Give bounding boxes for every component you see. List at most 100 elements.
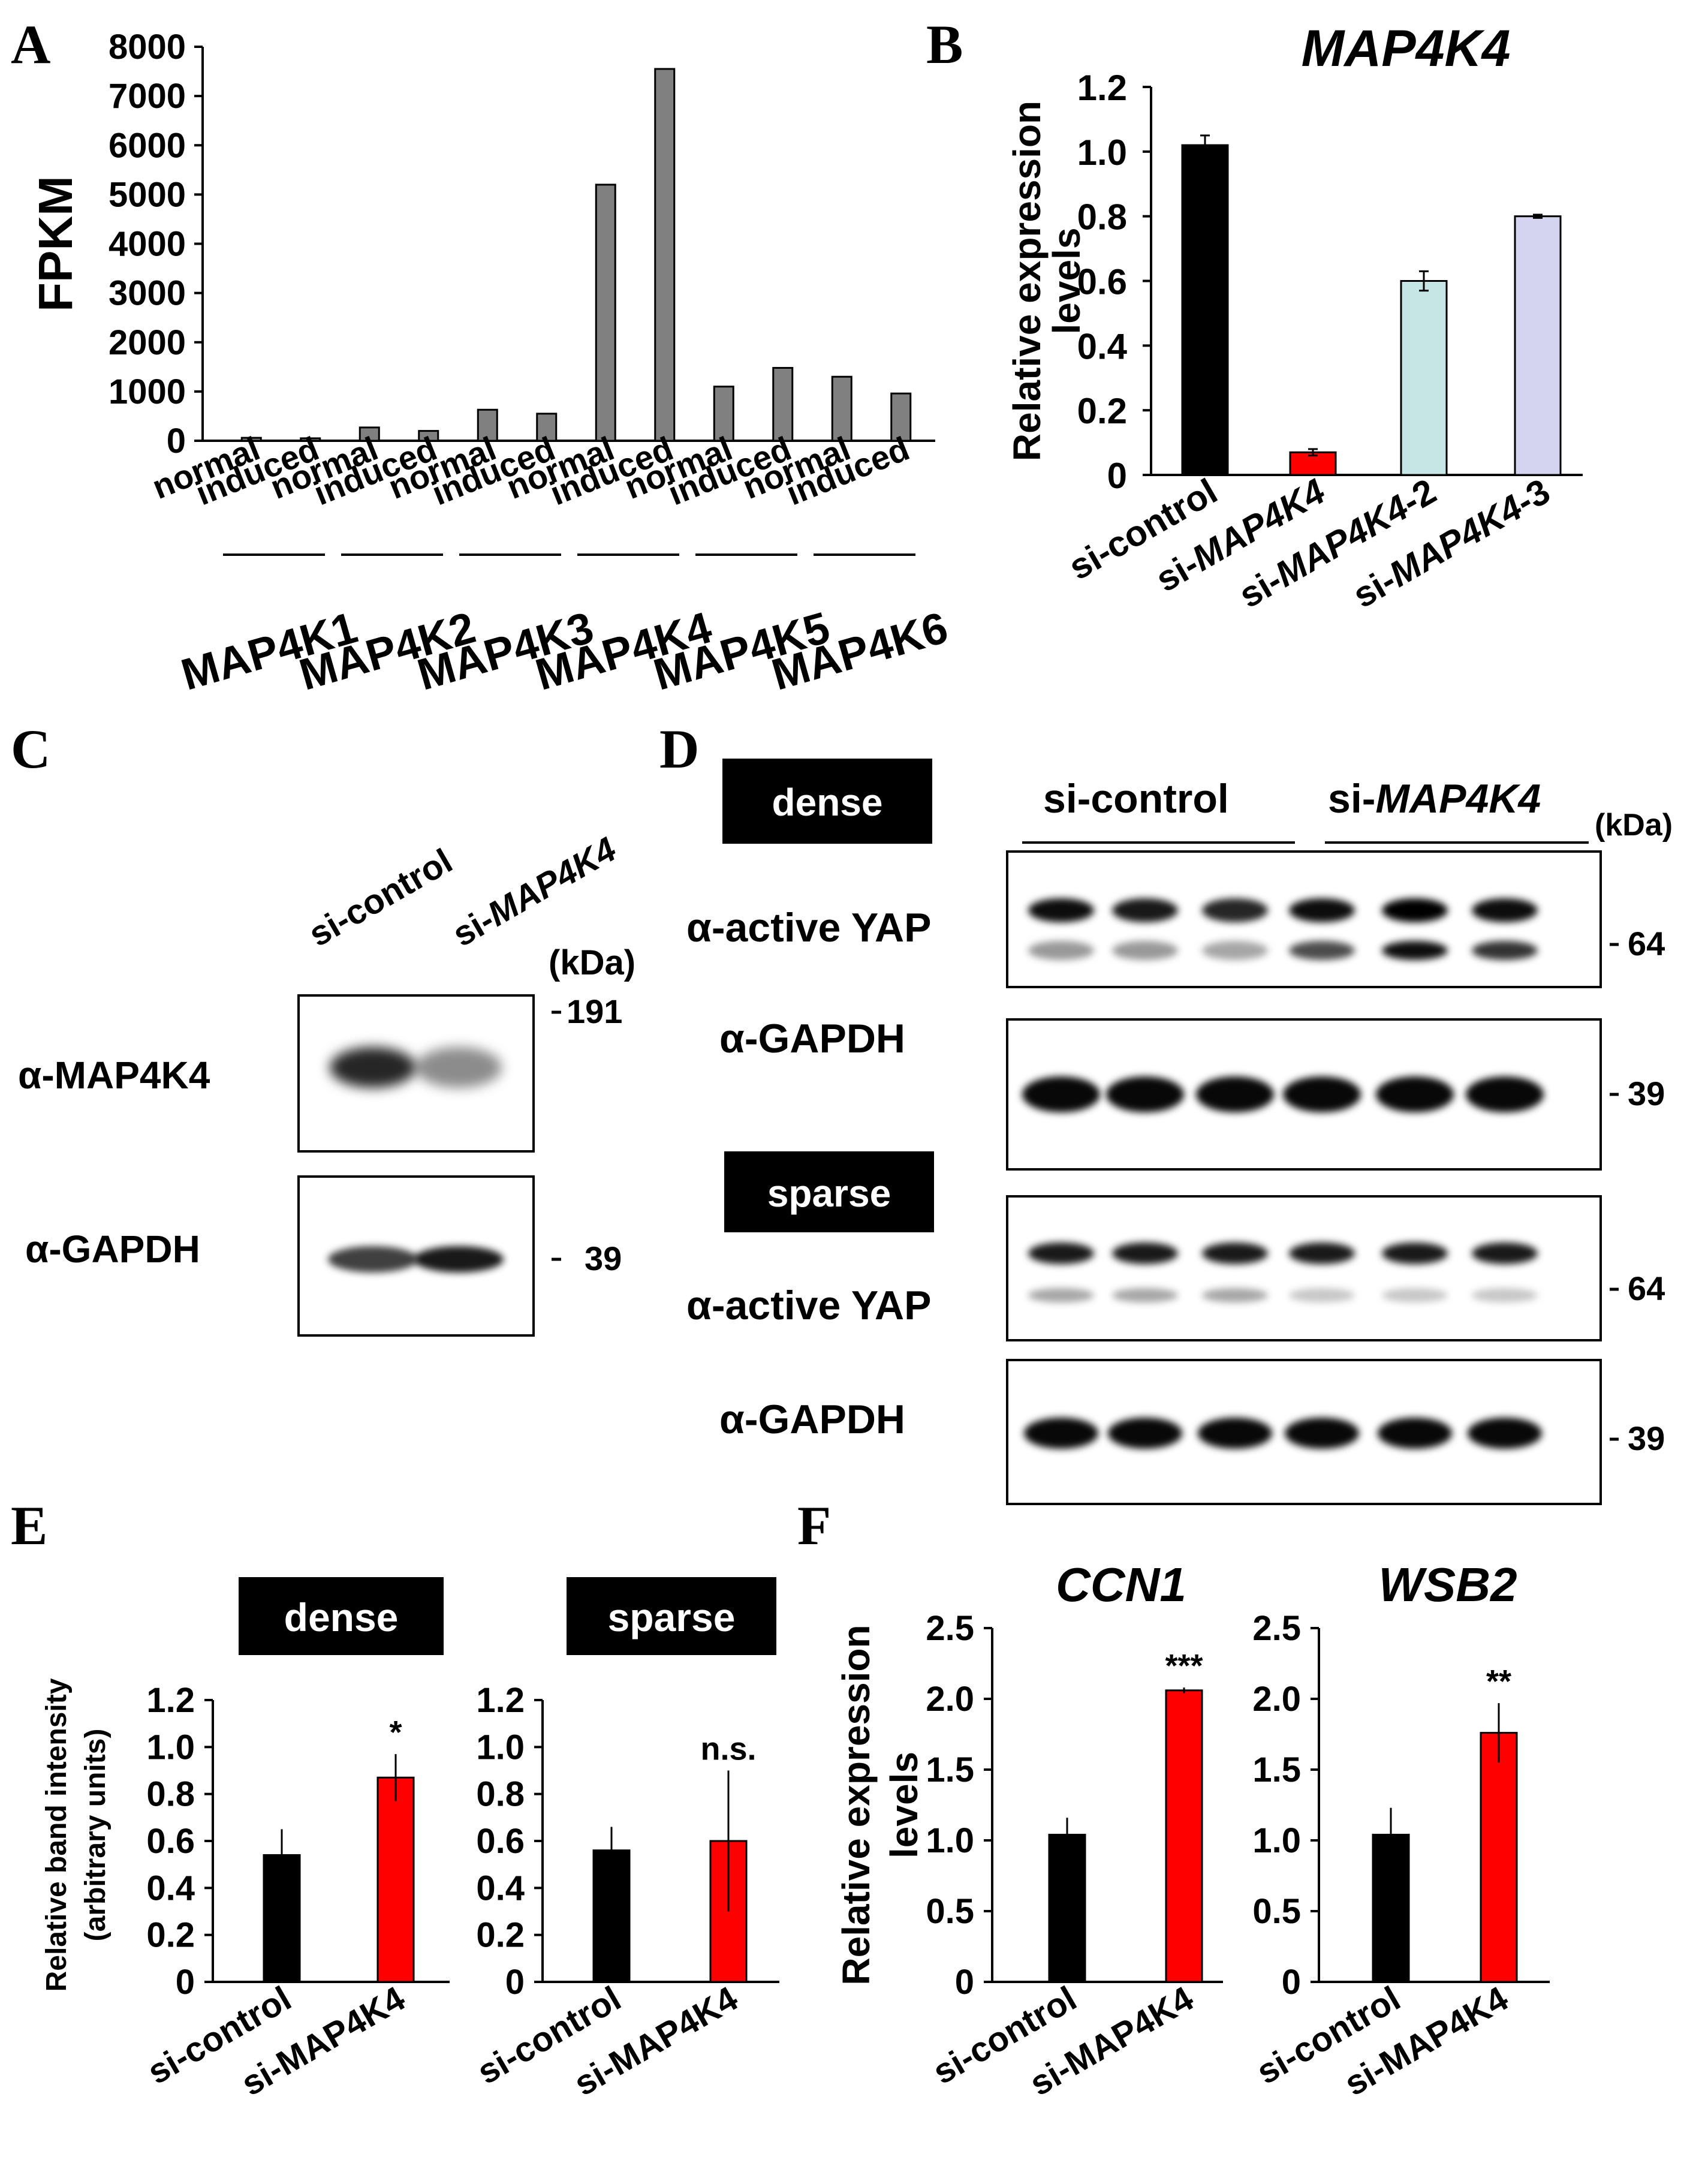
f-ccn1-y-tick-label: 0.5: [926, 1892, 974, 1931]
e-dense-y-tick-label: 0.4: [146, 1869, 195, 1908]
e-dense-y-tick-label: 0.2: [146, 1916, 195, 1955]
panel-label-e: E: [11, 1495, 47, 1556]
a-bar: [536, 413, 558, 442]
e-dense-bar: [376, 1776, 415, 1983]
blot-d-row-label-yap-dense: α-active YAP: [686, 905, 932, 950]
a-bar: [477, 408, 498, 442]
blot-d-band: [1024, 1418, 1098, 1449]
e-sparse-y-tick-label: 0.2: [476, 1916, 525, 1955]
blot-d-band: [1106, 1076, 1184, 1112]
badge-sparse-d: [724, 1151, 934, 1232]
b-x-tick-label: si-MAP4K4-3: [1346, 471, 1556, 615]
badge-sparse-e-text: sparse: [608, 1595, 736, 1639]
f-wsb2-y-tick-label: 0: [1282, 1963, 1301, 2002]
a-y-tick-label: 7000: [109, 77, 186, 116]
e-dense-y-tick-label: 0.6: [146, 1822, 195, 1861]
blot-d-band: [1028, 1243, 1094, 1264]
blot-d-band: [1202, 941, 1268, 960]
blot-c-lane-label-control: si-control: [302, 841, 459, 954]
a-bar: [831, 375, 853, 442]
f-wsb2-y-tick-label: 0.5: [1252, 1892, 1301, 1931]
e-sparse-y-tick-label: 1.2: [476, 1681, 525, 1720]
blot-d-band: [1028, 898, 1094, 922]
blot-c: si-control si-MAP4K4 (kDa) α-MAP4K4 α-GA…: [18, 829, 635, 1337]
b-y-tick-label: 0.6: [1077, 262, 1127, 302]
a-y-tick-label: 4000: [109, 225, 186, 264]
blot-c-row-label-map4k4: α-MAP4K4: [18, 1054, 210, 1097]
e-dense-significance: *: [389, 1714, 402, 1750]
f-ccn1-y-tick-label: 2.0: [926, 1680, 974, 1719]
blot-d-band: [1028, 941, 1094, 960]
panel-label-c: C: [11, 718, 50, 780]
badge-dense-d-text: dense: [772, 781, 883, 824]
b-y-tick-label: 0.8: [1077, 197, 1127, 237]
e-sparse-y-tick-label: 0: [505, 1963, 525, 2002]
blot-d-band: [1382, 898, 1448, 922]
blot-d-band: [1112, 1243, 1178, 1264]
a-y-tick-label: 3000: [109, 274, 186, 313]
blot-d-band: [1198, 1418, 1272, 1449]
blot-d-band: [1289, 898, 1355, 922]
a-bar: [595, 183, 616, 442]
badge-sparse-e: [567, 1577, 776, 1655]
blot-c-band: [330, 1047, 416, 1088]
blot-d-band: [1285, 1418, 1359, 1449]
f-wsb2-y-tick-label: 2.5: [1252, 1609, 1301, 1648]
blot-d-band: [1289, 1288, 1355, 1302]
blot-d-marker-39-sparse: 39: [1628, 1419, 1665, 1457]
a-bar: [654, 68, 676, 442]
a-bar: [713, 386, 734, 442]
blot-d-marker-39-dense: 39: [1628, 1075, 1665, 1112]
a-bar: [772, 366, 794, 442]
blot-d-band: [1472, 1243, 1538, 1264]
blot-d-band: [1112, 941, 1178, 960]
f-wsb2-y-tick-label: 1.0: [1252, 1821, 1301, 1860]
f-y-axis-label: Relative expression: [835, 1624, 878, 1985]
e-dense-y-tick-label: 1.2: [146, 1681, 195, 1720]
a-y-axis-label: FPKM: [29, 176, 82, 312]
blot-c-band: [328, 1246, 418, 1272]
panel-label-b: B: [926, 14, 963, 75]
blot-d-band: [1472, 941, 1538, 960]
f-wsb2-y-tick-label: 1.5: [1252, 1750, 1301, 1789]
blot-d-band: [1382, 941, 1448, 960]
blot-c-band: [414, 1246, 504, 1272]
e-sparse-y-tick-label: 1.0: [476, 1728, 525, 1767]
b-bar: [1514, 215, 1562, 476]
b-bar: [1400, 280, 1448, 476]
blot-d-band: [1382, 1243, 1448, 1264]
blot-d-band: [1289, 941, 1355, 960]
chart-a: 010002000300040005000600070008000FPKMnor…: [29, 28, 953, 700]
blot-d-membrane-yap-sparse: [1006, 1195, 1602, 1341]
blot-c-marker-39: 39: [585, 1240, 622, 1277]
e-y-axis-label-2: (arbitrary units): [80, 1729, 112, 1942]
blot-d-band: [1472, 898, 1538, 922]
chart-f: CCN1 WSB200.51.01.52.02.5si-controlsi-MAP…: [835, 1558, 1550, 2104]
panel-label-a: A: [11, 14, 50, 75]
b-y-tick-label: 0: [1107, 456, 1127, 496]
blot-d: dense sparse si-control si-MAP4K4 (kDa) …: [686, 759, 1673, 1505]
f-wsb2-bar: [1480, 1732, 1518, 1983]
e-sparse-significance: n.s.: [700, 1731, 756, 1767]
blot-d-band: [1376, 1076, 1454, 1112]
f-wsb2-significance: **: [1486, 1663, 1511, 1699]
blot-d-band: [1202, 1243, 1268, 1264]
a-y-tick-label: 6000: [109, 126, 186, 165]
blot-d-marker-64-dense: 64: [1628, 925, 1665, 962]
b-y-tick-label: 0.2: [1077, 391, 1127, 431]
b-title: MAP4K4: [1302, 20, 1511, 77]
blot-d-band: [1022, 1076, 1100, 1112]
b-y-tick-label: 1.2: [1077, 68, 1127, 108]
f-ccn1-y-tick-label: 1.0: [926, 1821, 974, 1860]
blot-d-row-label-gapdh-dense: α-GAPDH: [719, 1016, 905, 1061]
f-ccn1-bar: [1165, 1689, 1203, 1983]
blot-d-group-control: si-control: [1043, 776, 1229, 822]
e-dense-y-tick-label: 0.8: [146, 1775, 195, 1814]
blot-d-band: [1028, 1288, 1094, 1302]
b-y-tick-label: 1.0: [1077, 133, 1127, 173]
f-ccn1-bar: [1048, 1834, 1086, 1983]
blot-d-band: [1466, 1076, 1544, 1112]
a-bar: [418, 430, 439, 442]
blot-d-band: [1202, 898, 1268, 922]
